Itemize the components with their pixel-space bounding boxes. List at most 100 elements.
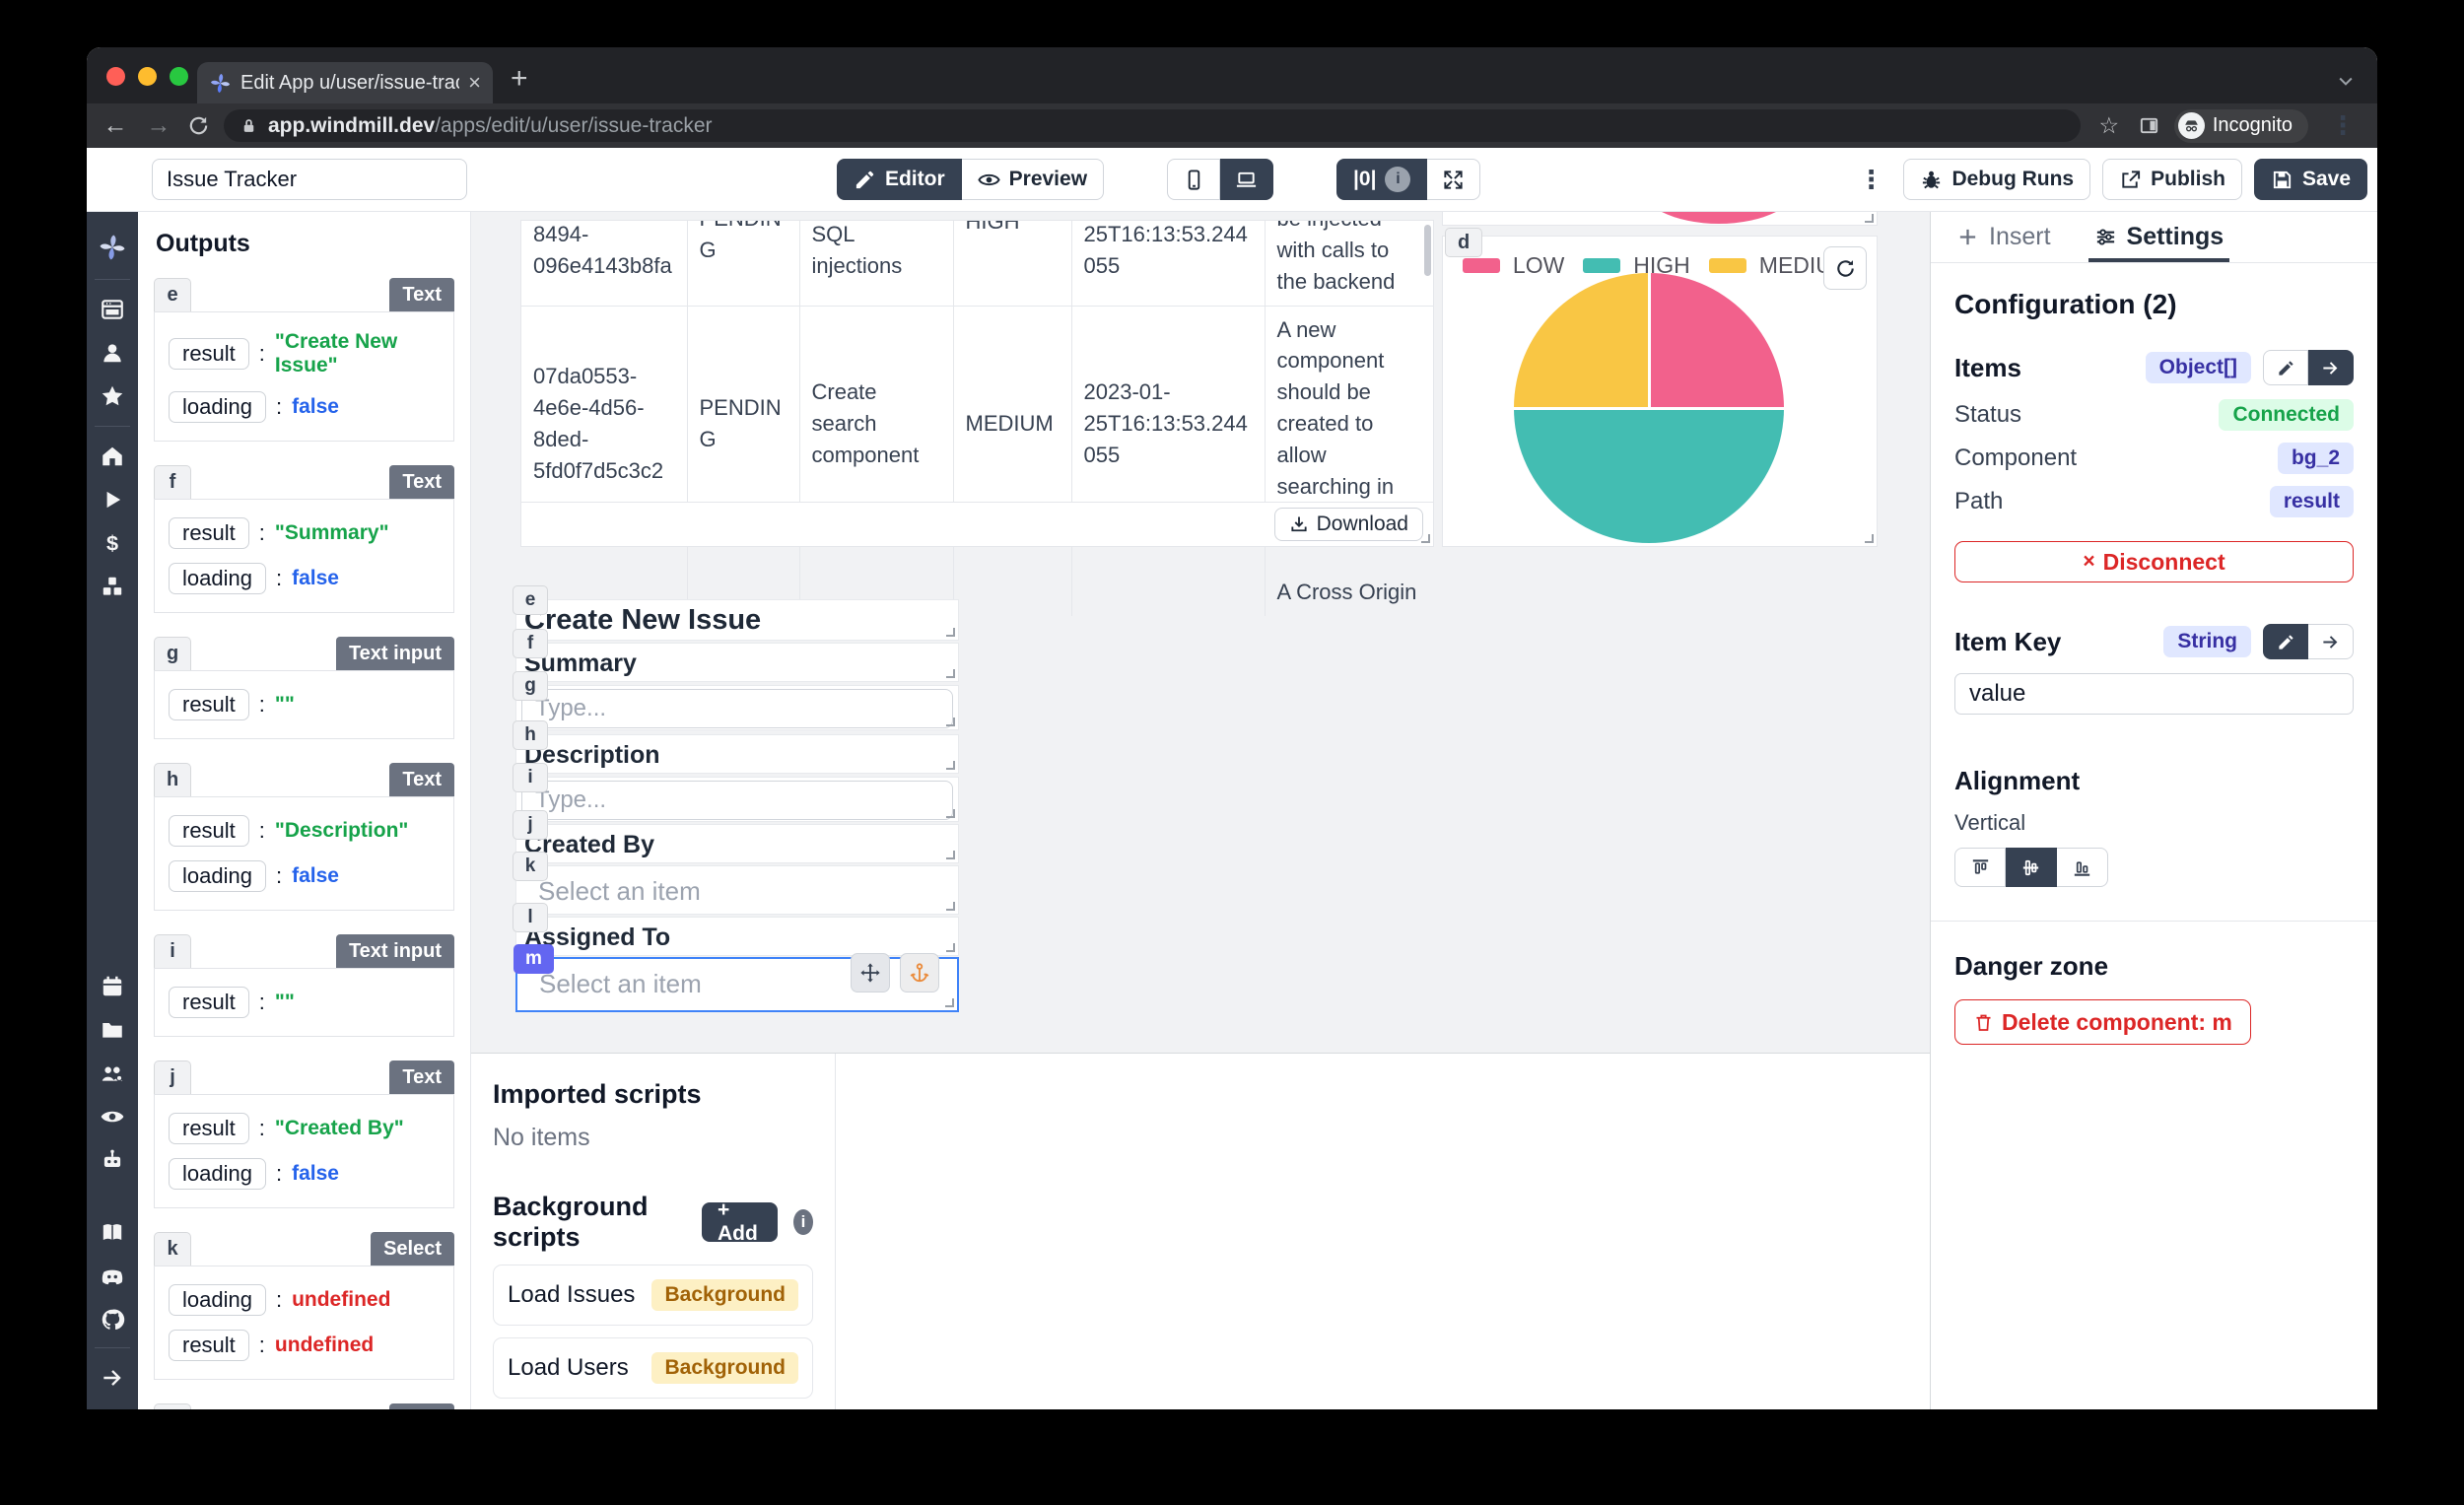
app-canvas[interactable]: e387-4d2d-8494-096e4143b8fa PENDING Check … (471, 212, 1930, 1053)
component-id-tag[interactable]: g (513, 671, 548, 701)
pie-chart-partial[interactable] (1442, 212, 1878, 226)
close-window-button[interactable] (106, 67, 125, 86)
component-badge[interactable]: bg_2 (2277, 443, 2354, 474)
resize-handle[interactable] (946, 902, 955, 911)
items-static-button[interactable] (2263, 350, 2308, 385)
discord-icon[interactable] (100, 1264, 125, 1289)
browser-menu-icon[interactable]: ⋮ (2330, 110, 2356, 140)
window-controls[interactable] (106, 67, 188, 86)
form-component-g[interactable]: g Type... (513, 671, 959, 730)
resize-handle[interactable] (946, 718, 955, 726)
pie-chart-component[interactable]: LOW HIGH MEDIUM (1442, 236, 1878, 547)
maximize-window-button[interactable] (170, 67, 188, 86)
move-handle-button[interactable] (851, 953, 890, 992)
hide-outputs-button[interactable]: |0| i (1336, 159, 1428, 200)
tab-close-icon[interactable]: × (468, 70, 481, 95)
background-script-row[interactable]: Load Users Background (493, 1337, 813, 1399)
info-icon[interactable]: i (792, 1209, 813, 1235)
collapse-arrow-icon[interactable] (100, 1365, 125, 1391)
debug-runs-button[interactable]: Debug Runs (1903, 159, 2091, 200)
component-id-tag[interactable]: h (154, 763, 192, 796)
form-component-h[interactable]: h Description (513, 720, 959, 774)
output-card-i[interactable]: i Text input result: "" (154, 934, 454, 1037)
new-tab-button[interactable]: + (511, 62, 528, 95)
windmill-logo-icon[interactable] (98, 233, 127, 262)
component-id-tag[interactable]: h (513, 720, 548, 750)
refresh-button[interactable] (1823, 246, 1867, 290)
component-id-tag[interactable]: e (513, 585, 548, 615)
component-id-tag[interactable]: f (513, 629, 548, 658)
tab-search-chevron-icon[interactable] (2336, 71, 2356, 91)
component-id-tag[interactable]: e (154, 278, 191, 311)
mobile-view-button[interactable] (1167, 159, 1221, 200)
home-icon[interactable] (100, 444, 125, 469)
play-icon[interactable] (100, 487, 125, 513)
split-screen-icon[interactable] (2138, 114, 2160, 137)
group-icon[interactable] (100, 1060, 125, 1086)
component-id-tag[interactable]: g (154, 637, 192, 670)
output-card-g[interactable]: g Text input result: "" (154, 637, 454, 739)
anchor-button[interactable] (900, 953, 939, 992)
component-id-tag[interactable]: i (154, 934, 191, 968)
align-top-button[interactable] (1954, 848, 2006, 887)
output-card-f[interactable]: f Text result: "Summary" loading: false (154, 465, 454, 613)
editor-button[interactable]: Editor (836, 159, 962, 200)
output-card-e[interactable]: e Text result: "Create New Issue" loading: fa… (154, 278, 454, 442)
disconnect-button[interactable]: × Disconnect (1954, 541, 2354, 582)
component-id-tag-d[interactable]: d (1445, 228, 1483, 257)
component-id-tag[interactable]: l (513, 903, 548, 932)
item-key-static-button[interactable] (2263, 624, 2308, 659)
github-icon[interactable] (100, 1307, 125, 1333)
folder-icon[interactable] (100, 1017, 125, 1043)
component-id-tag[interactable]: m (513, 944, 554, 974)
output-card-k[interactable]: k Select loading: undefined result: undefined (154, 1232, 454, 1380)
text-input[interactable]: Type... (521, 689, 953, 728)
text-input[interactable]: Type... (521, 781, 953, 820)
component-id-tag[interactable]: j (154, 1060, 191, 1094)
form-component-k[interactable]: k Select an item (513, 852, 959, 915)
eye-icon[interactable] (100, 1104, 125, 1129)
reload-button[interactable] (187, 114, 210, 137)
desktop-view-button[interactable] (1220, 159, 1274, 200)
item-key-input[interactable]: value (1954, 673, 2354, 715)
resize-handle[interactable] (946, 943, 955, 952)
apps-icon[interactable] (100, 297, 125, 322)
path-badge[interactable]: result (2269, 486, 2354, 517)
output-card-j[interactable]: j Text result: "Created By" loading: false (154, 1060, 454, 1208)
delete-component-button[interactable]: Delete component: m (1954, 999, 2251, 1045)
resize-handle[interactable] (1865, 214, 1874, 223)
tab-insert[interactable]: Insert (1956, 212, 2051, 262)
form-component-j[interactable]: j Created By (513, 810, 959, 863)
align-bottom-button[interactable] (2057, 848, 2108, 887)
resize-handle[interactable] (946, 628, 955, 637)
resize-handle[interactable] (946, 669, 955, 678)
bookmark-star-icon[interactable]: ☆ (2098, 112, 2120, 138)
save-button[interactable]: Save (2253, 159, 2367, 200)
fullscreen-button[interactable] (1427, 159, 1481, 200)
form-component-f[interactable]: f Summary (513, 629, 959, 682)
select-input[interactable]: Select an item (522, 870, 952, 912)
items-connect-button[interactable] (2308, 350, 2354, 385)
calendar-icon[interactable] (100, 974, 125, 999)
blocks-icon[interactable] (100, 574, 125, 599)
component-id-tag[interactable]: j (513, 810, 548, 840)
resize-handle[interactable] (1865, 534, 1874, 543)
form-component-l[interactable]: l Assigned To (513, 903, 959, 956)
component-id-tag[interactable]: i (513, 763, 548, 792)
table-component[interactable]: e387-4d2d-8494-096e4143b8fa PENDING Check … (520, 220, 1434, 616)
component-id-tag[interactable]: f (154, 465, 191, 499)
tab-settings[interactable]: Settings (2088, 212, 2229, 262)
app-menu-icon[interactable]: ⋮ (1858, 164, 1884, 194)
item-key-connect-button[interactable] (2308, 624, 2354, 659)
download-button[interactable]: Download (1273, 508, 1423, 541)
component-id-tag[interactable]: l (154, 1403, 191, 1409)
resize-handle[interactable] (945, 998, 954, 1007)
resize-handle[interactable] (946, 761, 955, 770)
robot-icon[interactable] (100, 1147, 125, 1173)
form-component-e[interactable]: e Create New Issue (513, 585, 959, 641)
align-center-button[interactable] (2006, 848, 2057, 887)
add-script-button[interactable]: + Add (701, 1198, 778, 1245)
dollar-icon[interactable]: $ (100, 530, 125, 556)
component-id-tag[interactable]: k (513, 852, 548, 881)
user-icon[interactable] (100, 340, 125, 366)
